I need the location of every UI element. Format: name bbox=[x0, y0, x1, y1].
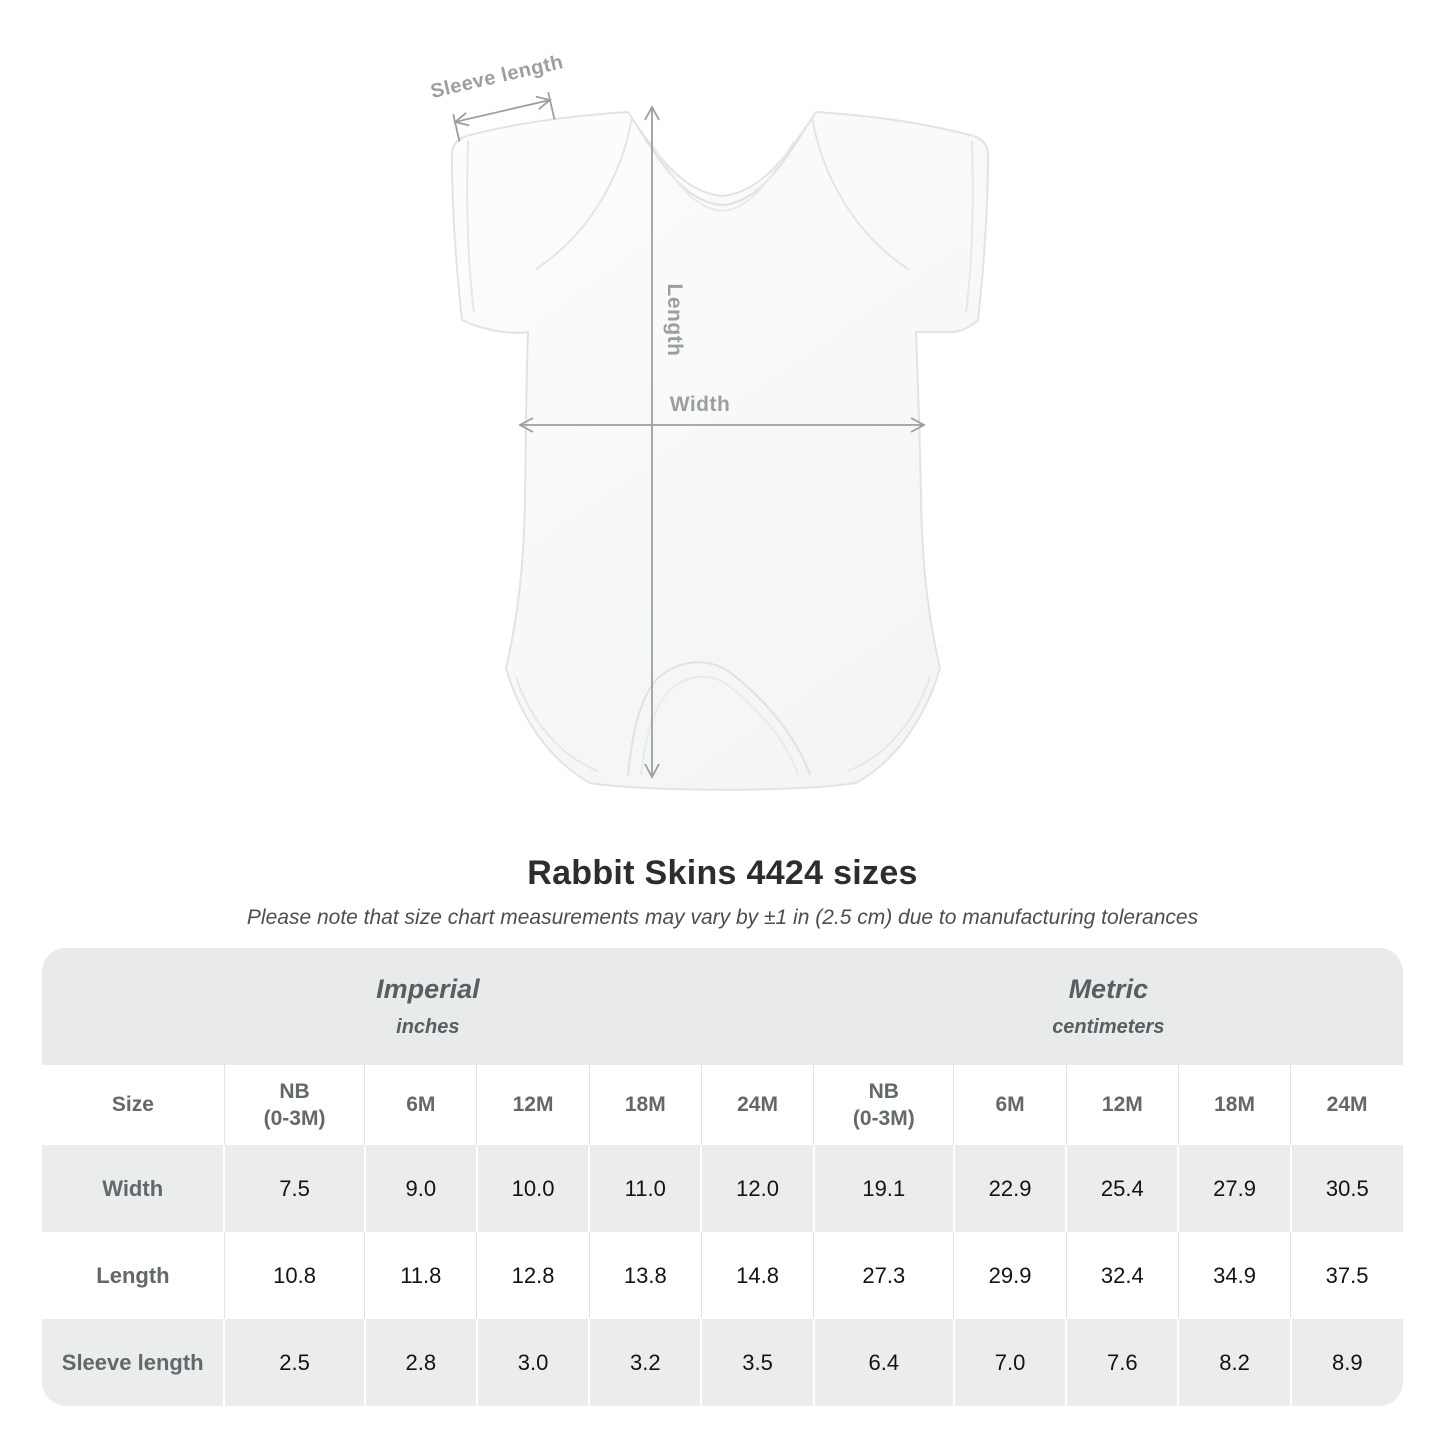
size-value-cell: 22.9 bbox=[952, 1145, 1067, 1232]
size-column-header: 6M bbox=[953, 1065, 1067, 1145]
size-value-cell: 10.0 bbox=[475, 1145, 590, 1232]
neckline-inner-seam bbox=[649, 140, 795, 213]
lap-shoulder-seam-right bbox=[811, 116, 909, 270]
size-chart-table: Imperial inches Metric centimeters Size … bbox=[42, 948, 1403, 1406]
length-arrow bbox=[644, 105, 660, 779]
width-label: Width bbox=[670, 393, 731, 416]
metric-label: Metric bbox=[1068, 974, 1149, 1004]
neckline-seam bbox=[637, 126, 807, 207]
row-header: Sleeve length bbox=[61, 1349, 204, 1375]
size-column-header: 6M bbox=[364, 1065, 477, 1145]
size-column-header: 12M bbox=[1065, 1065, 1179, 1145]
size-columns-row: Size NB (0-3M) 6M 12M 18M 24M NB (0-3M) 6M 12M 18M… bbox=[42, 1065, 1403, 1145]
size-value-cell: 30.5 bbox=[1289, 1145, 1403, 1232]
size-table-body: Width 7.5 9.0 10.0 11.0 12.0 19.1 22.9 25.4 27.9 3… bbox=[42, 1145, 1403, 1406]
size-value-cell: 12.0 bbox=[700, 1145, 814, 1232]
imperial-label: Imperial bbox=[376, 974, 480, 1004]
size-corner-header: Size bbox=[42, 1065, 225, 1145]
bodysuit-outline bbox=[451, 111, 989, 791]
size-column-header: 18M bbox=[588, 1065, 702, 1145]
table-row: Length 10.8 11.8 12.8 13.8 14.8 27.3 29.9 32.4 34… bbox=[42, 1232, 1403, 1319]
unit-group-metric: Metric centimeters bbox=[813, 948, 1403, 1065]
size-value-cell: 25.4 bbox=[1065, 1145, 1179, 1232]
width-arrow bbox=[518, 417, 926, 433]
size-value-cell: 2.8 bbox=[363, 1319, 477, 1406]
size-column-header: 18M bbox=[1177, 1065, 1291, 1145]
size-value-cell: 29.9 bbox=[953, 1232, 1067, 1319]
size-value-cell: 37.5 bbox=[1290, 1232, 1403, 1319]
size-column-header: 24M bbox=[700, 1065, 814, 1145]
table-row: Sleeve length 2.5 2.8 3.0 3.2 3.5 6.4 7.0 7.6 8.2… bbox=[42, 1319, 1403, 1406]
size-value-cell: 11.8 bbox=[364, 1232, 477, 1319]
size-value-cell: 14.8 bbox=[700, 1232, 814, 1319]
size-value-cell: 13.8 bbox=[588, 1232, 702, 1319]
size-value-cell: 32.4 bbox=[1065, 1232, 1179, 1319]
size-value-cell: 7.0 bbox=[952, 1319, 1067, 1406]
size-value-cell: 6.4 bbox=[812, 1319, 954, 1406]
lap-shoulder-seam-left bbox=[535, 116, 633, 270]
size-value-cell: 9.0 bbox=[363, 1145, 477, 1232]
crotch-flap-seam bbox=[627, 661, 811, 776]
size-table: Imperial inches Metric centimeters Size … bbox=[42, 948, 1403, 1406]
size-value-cell: 19.1 bbox=[812, 1145, 954, 1232]
row-header: Length bbox=[96, 1262, 170, 1288]
length-label: Length bbox=[663, 284, 686, 357]
product-diagram: Length Width Sleeve length bbox=[429, 51, 1010, 815]
unit-group-imperial: Imperial inches bbox=[42, 948, 814, 1065]
size-value-cell: 27.9 bbox=[1177, 1145, 1291, 1232]
sleeve-hem-left bbox=[466, 140, 475, 314]
size-value-cell: 11.0 bbox=[588, 1145, 702, 1232]
bodysuit-diagram: Length Width Sleeve length bbox=[429, 51, 989, 791]
size-column-header: 24M bbox=[1290, 1065, 1403, 1145]
metric-units-label: centimeters bbox=[1052, 1016, 1165, 1038]
size-value-cell: 8.2 bbox=[1177, 1319, 1291, 1406]
size-value-cell: 3.2 bbox=[588, 1319, 702, 1406]
size-value-cell: 34.9 bbox=[1177, 1232, 1291, 1319]
size-value-cell: 27.3 bbox=[813, 1232, 954, 1319]
size-value-cell: 3.5 bbox=[700, 1319, 814, 1406]
size-value-cell: 7.6 bbox=[1065, 1319, 1179, 1406]
imperial-units-label: inches bbox=[396, 1016, 460, 1038]
page-subtitle: Please note that size chart measurements… bbox=[246, 906, 1199, 929]
size-column-header: NB (0-3M) bbox=[223, 1065, 365, 1145]
leg-binding-left bbox=[515, 676, 599, 772]
size-value-cell: 10.8 bbox=[223, 1232, 365, 1319]
size-column-header: NB (0-3M) bbox=[813, 1065, 954, 1145]
page-title: Rabbit Skins 4424 sizes bbox=[527, 854, 918, 892]
size-value-cell: 12.8 bbox=[476, 1232, 590, 1319]
sleeve-length-label: Sleeve length bbox=[430, 55, 565, 103]
sleeve-length-arrow bbox=[452, 91, 556, 142]
sleeve-hem-right bbox=[965, 140, 974, 314]
size-value-cell: 8.9 bbox=[1289, 1319, 1403, 1406]
unit-band-row: Imperial inches Metric centimeters bbox=[42, 948, 1403, 1065]
size-column-header: 12M bbox=[476, 1065, 590, 1145]
table-row: Width 7.5 9.0 10.0 11.0 12.0 19.1 22.9 25.4 27.9 3… bbox=[42, 1145, 1403, 1232]
size-value-cell: 7.5 bbox=[223, 1145, 365, 1232]
size-value-cell: 3.0 bbox=[475, 1319, 590, 1406]
size-value-cell: 2.5 bbox=[223, 1319, 365, 1406]
row-header: Width bbox=[102, 1175, 164, 1201]
leg-binding-right bbox=[847, 676, 931, 772]
